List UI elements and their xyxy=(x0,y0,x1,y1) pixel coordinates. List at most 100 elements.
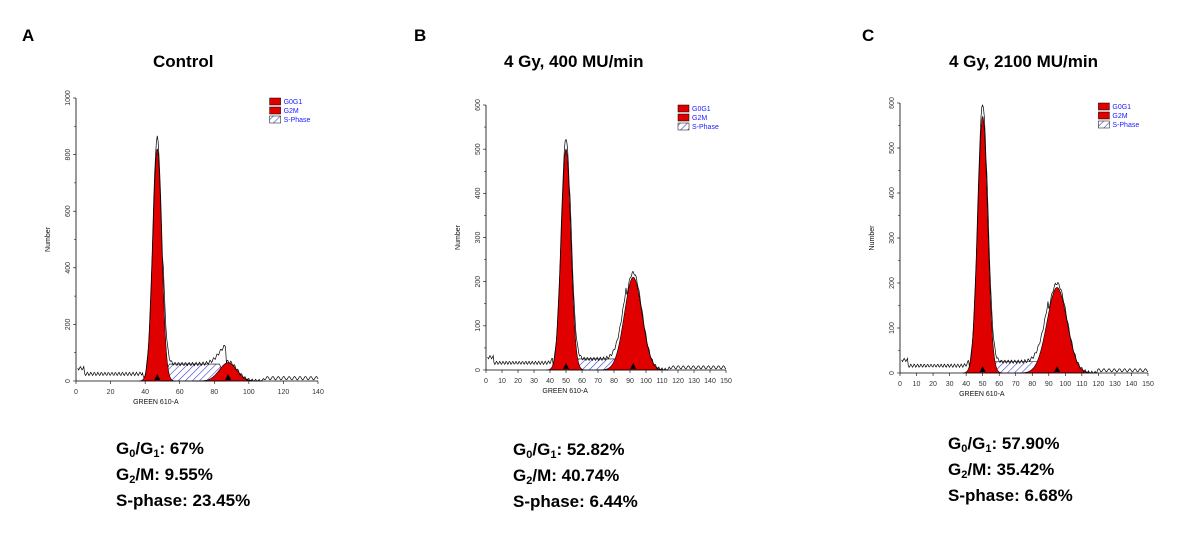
x-tick-label: 120 xyxy=(278,389,290,396)
stat-g2m-value: 35.42% xyxy=(996,460,1055,479)
x-tick-label: 0 xyxy=(484,378,488,385)
x-tick-label: 40 xyxy=(141,389,149,396)
panel-a: A Control 0 200 400 600 800 1000 0 20 40 60 80 100 1… xyxy=(0,0,400,546)
x-tick-label: 50 xyxy=(562,378,570,385)
panel-title: 4 Gy, 400 MU/min xyxy=(504,52,644,71)
legend-swatch xyxy=(269,106,281,115)
stat-g2m-value: 9.55% xyxy=(164,465,213,484)
stat-s-phase-value: 6.44% xyxy=(589,492,638,511)
x-tick-label: 80 xyxy=(1028,381,1036,388)
x-tick-label: 100 xyxy=(640,378,652,385)
y-tick-label: 200 xyxy=(65,318,72,330)
x-tick-label: 140 xyxy=(704,378,716,385)
x-tick-label: 20 xyxy=(514,378,522,385)
legend-swatch xyxy=(677,104,690,113)
y-tick-label: 0 xyxy=(65,379,72,383)
legend-swatch xyxy=(677,122,690,131)
stat-s-phase-value: 23.45% xyxy=(192,491,251,510)
x-tick-label: 90 xyxy=(1045,381,1053,388)
x-tick-label: 20 xyxy=(107,389,115,396)
peak-marker xyxy=(563,363,569,369)
stat-g0g1-value: 57.90% xyxy=(1001,434,1060,453)
stat-g0g1: G0/G1: 57.90% xyxy=(948,434,1060,455)
legend-label: G2M xyxy=(284,108,299,115)
stat-g2m: G2/M: 35.42% xyxy=(948,460,1055,481)
x-axis-label: GREEN 610-A xyxy=(542,388,588,395)
x-tick-label: 0 xyxy=(898,381,902,388)
legend-swatch xyxy=(677,113,690,122)
legend-swatch xyxy=(269,97,281,106)
x-tick-label: 0 xyxy=(74,389,78,396)
y-tick-label: 500 xyxy=(889,142,896,154)
y-tick-label: 600 xyxy=(475,99,482,111)
stat-g0g1: G0/G1: 67% xyxy=(116,439,204,460)
stat-g0g1-value: 52.82% xyxy=(566,440,625,459)
x-tick-label: 150 xyxy=(1142,381,1154,388)
histogram-trace xyxy=(901,104,1149,374)
x-tick-label: 130 xyxy=(1109,381,1121,388)
y-tick-label: 0 xyxy=(475,368,482,372)
stat-g2m: G2/M: 9.55% xyxy=(116,465,213,486)
legend-swatch xyxy=(1098,102,1110,111)
x-tick-label: 30 xyxy=(530,378,538,385)
y-tick-label: 200 xyxy=(475,276,482,288)
x-tick-label: 120 xyxy=(672,378,684,385)
stat-g2m: G2/M: 40.74% xyxy=(513,466,620,487)
y-tick-label: 1000 xyxy=(65,90,72,106)
legend-label: S-Phase xyxy=(284,117,311,124)
y-tick-label: 600 xyxy=(65,205,72,217)
histogram-chart: 0 100 200 300 400 500 600 0 10 20 30 40 50 60 70 80 90 10… xyxy=(869,97,1154,398)
x-tick-label: 130 xyxy=(688,378,700,385)
x-tick-label: 80 xyxy=(210,389,218,396)
legend-label: S-Phase xyxy=(692,124,719,131)
x-tick-label: 100 xyxy=(243,389,255,396)
x-tick-label: 90 xyxy=(626,378,634,385)
g0g1-peak xyxy=(962,115,1003,374)
y-axis-label: Number xyxy=(455,224,462,250)
y-axis-label: Number xyxy=(869,225,876,251)
y-tick-label: 100 xyxy=(475,320,482,332)
legend-swatch xyxy=(1098,120,1110,129)
x-axis-label: GREEN 610-A xyxy=(959,391,1005,398)
peak-marker xyxy=(630,363,637,369)
g2m-peak xyxy=(193,362,263,382)
stat-s-phase: S-phase: 6.68% xyxy=(948,486,1073,505)
x-tick-label: 20 xyxy=(929,381,937,388)
peak-marker xyxy=(979,366,986,372)
x-tick-label: 110 xyxy=(656,378,667,385)
panel-title: 4 Gy, 2100 MU/min xyxy=(949,52,1098,71)
x-tick-label: 70 xyxy=(594,378,602,385)
y-tick-label: 400 xyxy=(889,187,896,199)
stat-g2m-value: 40.74% xyxy=(561,466,620,485)
y-tick-label: 100 xyxy=(889,322,896,334)
histogram-chart: 0 100 200 300 400 500 600 0 10 20 30 40 50 60 70 80 90 10… xyxy=(455,99,732,395)
stat-s-phase: S-phase: 6.44% xyxy=(513,492,638,511)
x-axis-label: GREEN 610-A xyxy=(133,399,179,406)
g2m-peak xyxy=(597,276,669,371)
peak-marker xyxy=(225,374,232,380)
x-tick-label: 80 xyxy=(610,378,618,385)
x-tick-label: 40 xyxy=(546,378,554,385)
x-tick-label: 140 xyxy=(312,389,324,396)
stat-g0g1: G0/G1: 52.82% xyxy=(513,440,625,461)
x-tick-label: 100 xyxy=(1059,381,1071,388)
stat-s-phase: S-phase: 23.45% xyxy=(116,491,251,510)
y-tick-label: 300 xyxy=(889,232,896,244)
histogram-trace xyxy=(487,138,727,371)
panel-title: Control xyxy=(153,52,214,71)
x-tick-label: 60 xyxy=(176,389,184,396)
stats-block: G0/G1: 52.82% G2/M: 40.74% S-phase: 6.44… xyxy=(513,437,638,515)
peak-marker xyxy=(154,374,161,380)
legend-label: G2M xyxy=(692,115,707,122)
x-tick-label: 60 xyxy=(995,381,1003,388)
legend-label: G2M xyxy=(1112,113,1127,120)
x-tick-label: 120 xyxy=(1093,381,1105,388)
y-tick-label: 400 xyxy=(65,262,72,274)
y-tick-label: 400 xyxy=(475,187,482,199)
histogram-chart: 0 200 400 600 800 1000 0 20 40 60 80 100 120 140 GREEN… xyxy=(45,90,324,406)
panel-label: C xyxy=(862,26,875,45)
x-tick-label: 40 xyxy=(962,381,970,388)
panel-label: B xyxy=(414,26,427,45)
legend-label: G0G1 xyxy=(1112,104,1131,111)
stat-g0g1-value: 67% xyxy=(169,439,204,458)
